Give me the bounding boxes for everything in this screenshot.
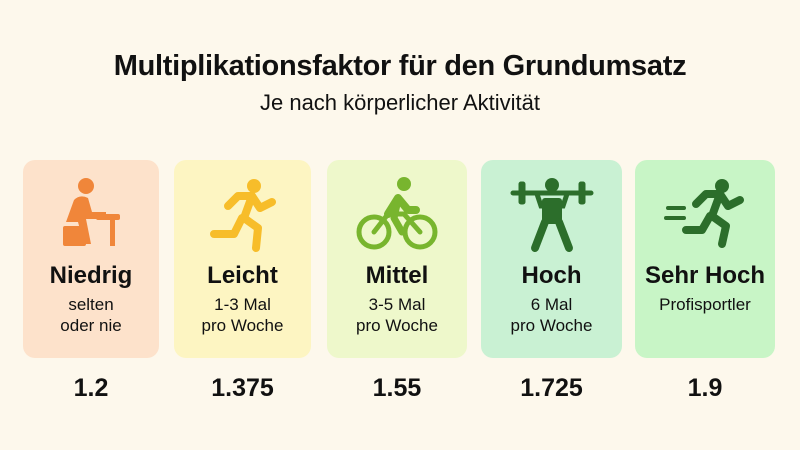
sprinter-icon: [664, 179, 744, 248]
level-label: Leicht: [207, 262, 278, 289]
factor-value-sehr-hoch: 1.9: [687, 374, 723, 402]
activity-card-mittel: Mittel 3-5 Mal pro Woche: [327, 160, 467, 358]
page-title: Multiplikationsfaktor für den Grundumsat…: [113, 50, 687, 82]
level-description: 1-3 Mal pro Woche: [201, 295, 284, 335]
level-label: Sehr Hoch: [644, 262, 766, 289]
activity-card-leicht: Leicht 1-3 Mal pro Woche: [174, 160, 311, 358]
running-person-icon: [209, 179, 276, 252]
cyclist-icon: [356, 177, 438, 250]
factor-value-leicht: 1.375: [211, 374, 274, 402]
sitting-person-icon: [63, 178, 120, 246]
activity-card-sehr-hoch: Sehr Hoch Profisportler: [635, 160, 775, 358]
page-subtitle: Je nach körperlicher Aktivität: [259, 90, 541, 115]
level-label: Niedrig: [49, 262, 133, 289]
activity-card-hoch: Hoch 6 Mal pro Woche: [481, 160, 622, 358]
level-description: 6 Mal pro Woche: [510, 295, 593, 335]
activity-card-niedrig: Niedrig selten oder nie: [23, 160, 159, 358]
factor-value-hoch: 1.725: [520, 374, 583, 402]
factor-value-mittel: 1.55: [372, 374, 422, 402]
level-description: Profisportler: [659, 295, 751, 314]
level-label: Hoch: [521, 262, 582, 289]
level-label: Mittel: [365, 262, 429, 289]
weightlifter-icon: [510, 178, 593, 252]
factor-value-niedrig: 1.2: [73, 374, 109, 402]
level-description: selten oder nie: [60, 295, 122, 335]
level-description: 3-5 Mal pro Woche: [356, 295, 438, 335]
